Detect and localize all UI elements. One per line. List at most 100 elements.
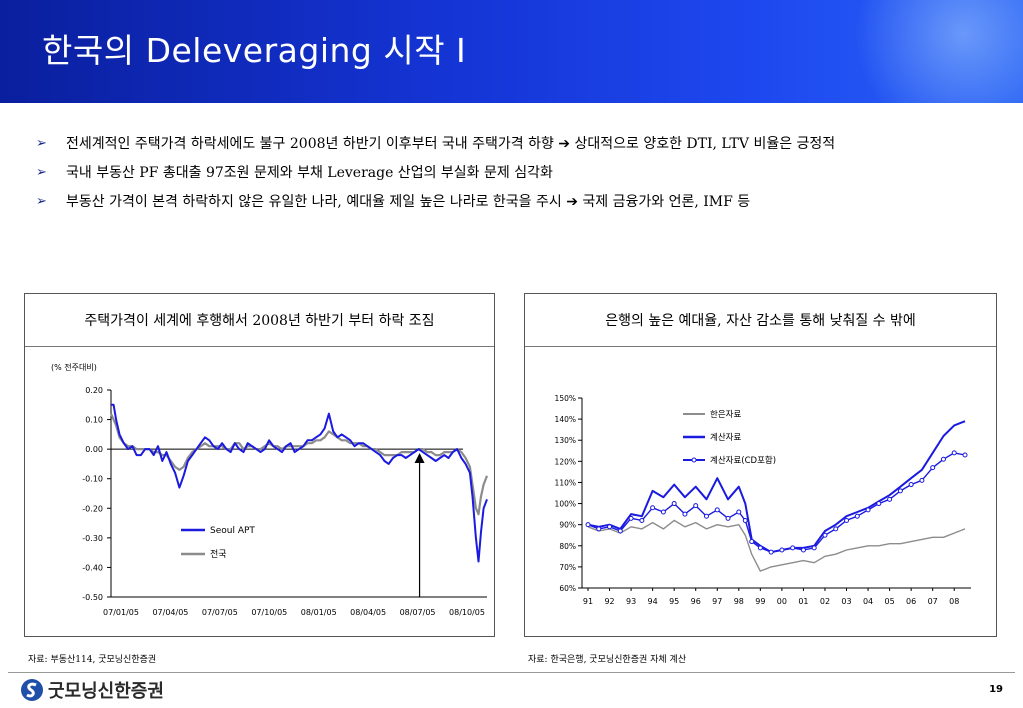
y-tick-label: 130% xyxy=(555,436,576,445)
series-marker xyxy=(790,545,796,551)
y-tick-label: 100% xyxy=(555,500,576,509)
series-marker xyxy=(811,545,817,551)
series-marker xyxy=(887,496,893,502)
x-tick-label: 96 xyxy=(691,597,701,606)
x-tick-label: 95 xyxy=(669,597,679,606)
footer-divider xyxy=(8,672,1015,673)
x-tick-label: 07/07/05 xyxy=(202,608,238,617)
series-marker xyxy=(865,507,871,513)
y-tick-label: 0.10 xyxy=(85,416,103,425)
unit-label: (% 전주대비) xyxy=(51,362,97,372)
series-marker xyxy=(617,528,623,534)
series-marker xyxy=(742,517,748,523)
series-marker xyxy=(725,515,731,521)
x-tick-label: 08 xyxy=(949,597,959,606)
series-marker xyxy=(749,539,755,545)
x-tick-label: 97 xyxy=(712,597,722,606)
x-tick-label: 07/01/05 xyxy=(103,608,139,617)
series-marker xyxy=(671,501,677,507)
x-tick-label: 08/04/05 xyxy=(350,608,386,617)
x-tick-label: 04 xyxy=(863,597,873,606)
logo-emblem-icon xyxy=(21,679,43,701)
series-marker xyxy=(607,524,613,530)
y-tick-label: 0.00 xyxy=(85,445,103,454)
x-tick-label: 03 xyxy=(841,597,851,606)
x-tick-label: 91 xyxy=(583,597,593,606)
loan-deposit-ratio-chart: 150% 140% 130% 120% 110% 100% 90% 80% 70% 60% 91 92… xyxy=(555,394,971,606)
x-tick-label: 93 xyxy=(626,597,636,606)
bullet-item: ➢ 전세계적인 주택가격 하락세에도 불구 2008년 하반기 이후부터 국내 주… xyxy=(36,133,986,155)
x-tick-label: 92 xyxy=(604,597,614,606)
bullet-list: ➢ 전세계적인 주택가격 하락세에도 불구 2008년 하반기 이후부터 국내 주… xyxy=(36,133,986,220)
x-tick-label: 00 xyxy=(777,597,787,606)
page-title: 한국의 Deleveraging 시작 I xyxy=(42,31,467,70)
series-marker xyxy=(833,526,839,532)
series-marker xyxy=(854,513,860,519)
series-marker xyxy=(585,522,591,528)
right-chart-panel: 은행의 높은 예대율, 자산 감소를 통해 낮춰질 수 밖에 150% 140% 1… xyxy=(524,293,997,637)
y-tick-label: 0.20 xyxy=(85,386,103,395)
y-tick-label: 150% xyxy=(555,394,576,403)
series-line-2 xyxy=(587,452,966,553)
left-chart-panel: 주택가격이 세계에 후행해서 2008년 하반기 부터 하락 조짐 (% 전주대… xyxy=(24,293,495,637)
series-marker xyxy=(779,547,785,553)
x-tick-label: 07/04/05 xyxy=(152,608,188,617)
series-marker xyxy=(736,509,742,515)
arrow-bullet-icon: ➢ xyxy=(36,194,47,209)
series-marker xyxy=(844,517,850,523)
series-marker xyxy=(714,507,720,513)
series-marker xyxy=(951,450,957,456)
series-line-seoul xyxy=(111,403,488,563)
series-marker xyxy=(639,517,645,523)
series-marker xyxy=(682,511,688,517)
y-tick-label: -0.20 xyxy=(82,504,103,513)
series-marker xyxy=(660,509,666,515)
series-marker xyxy=(897,488,903,494)
series-marker xyxy=(930,465,936,471)
legend-marker xyxy=(691,457,697,463)
x-tick-label: 01 xyxy=(798,597,808,606)
x-tick-label: 98 xyxy=(734,597,744,606)
x-tick-label: 06 xyxy=(906,597,916,606)
globe-graphic xyxy=(843,0,1023,103)
y-tick-label: 60% xyxy=(559,584,576,593)
x-tick-label: 94 xyxy=(648,597,658,606)
company-logo: 굿모닝신한증권 xyxy=(20,677,164,703)
right-chart-title: 은행의 높은 예대율, 자산 감소를 통해 낮춰질 수 밖에 xyxy=(525,294,996,347)
series-marker xyxy=(757,545,763,551)
y-tick-label: 90% xyxy=(559,521,576,530)
bullet-item: ➢ 부동산 가격이 본격 하락하지 않은 유일한 나라, 예대율 제일 높은 나라… xyxy=(36,191,986,213)
series-marker xyxy=(919,477,925,483)
series-marker xyxy=(800,547,806,553)
series-line-national xyxy=(109,413,489,516)
y-tick-label: -0.30 xyxy=(82,534,103,543)
series-marker xyxy=(703,513,709,519)
x-tick-label: 07/10/05 xyxy=(251,608,287,617)
x-tick-label: 08/07/05 xyxy=(400,608,436,617)
y-tick-label: 140% xyxy=(555,415,576,424)
series-marker xyxy=(940,456,946,462)
y-tick-label: 120% xyxy=(555,457,576,466)
series-marker xyxy=(768,549,774,555)
legend-label: 한은자료 xyxy=(710,410,741,420)
x-tick-label: 02 xyxy=(820,597,830,606)
right-source: 자료: 한국은행, 굿모닝신한증권 자체 계산 xyxy=(528,655,687,665)
left-source: 자료: 부동산114, 굿모닝신한증권 xyxy=(28,655,157,665)
x-tick-label: 05 xyxy=(885,597,895,606)
series-marker xyxy=(628,515,634,521)
arrow-bullet-icon: ➢ xyxy=(36,136,47,151)
annotation-arrow-head xyxy=(414,453,425,464)
series-line-0 xyxy=(587,519,966,572)
y-tick-label: -0.50 xyxy=(82,593,103,602)
y-tick-label: 110% xyxy=(555,478,576,487)
x-tick-label: 08/01/05 xyxy=(301,608,337,617)
series-marker xyxy=(596,526,602,532)
y-tick-label: -0.40 xyxy=(82,563,103,572)
legend-label: 계산자료(CD포함) xyxy=(710,455,776,466)
series-marker xyxy=(908,482,914,488)
housing-price-chart: (% 전주대비) 0.20 0.10 0.00 -0.10 -0.20 -0.30 -0.40… xyxy=(51,362,489,617)
series-marker xyxy=(822,532,828,538)
y-tick-label: -0.10 xyxy=(82,475,103,484)
legend-label: 계산자료 xyxy=(710,432,741,443)
legend-label: 전국 xyxy=(210,549,227,560)
